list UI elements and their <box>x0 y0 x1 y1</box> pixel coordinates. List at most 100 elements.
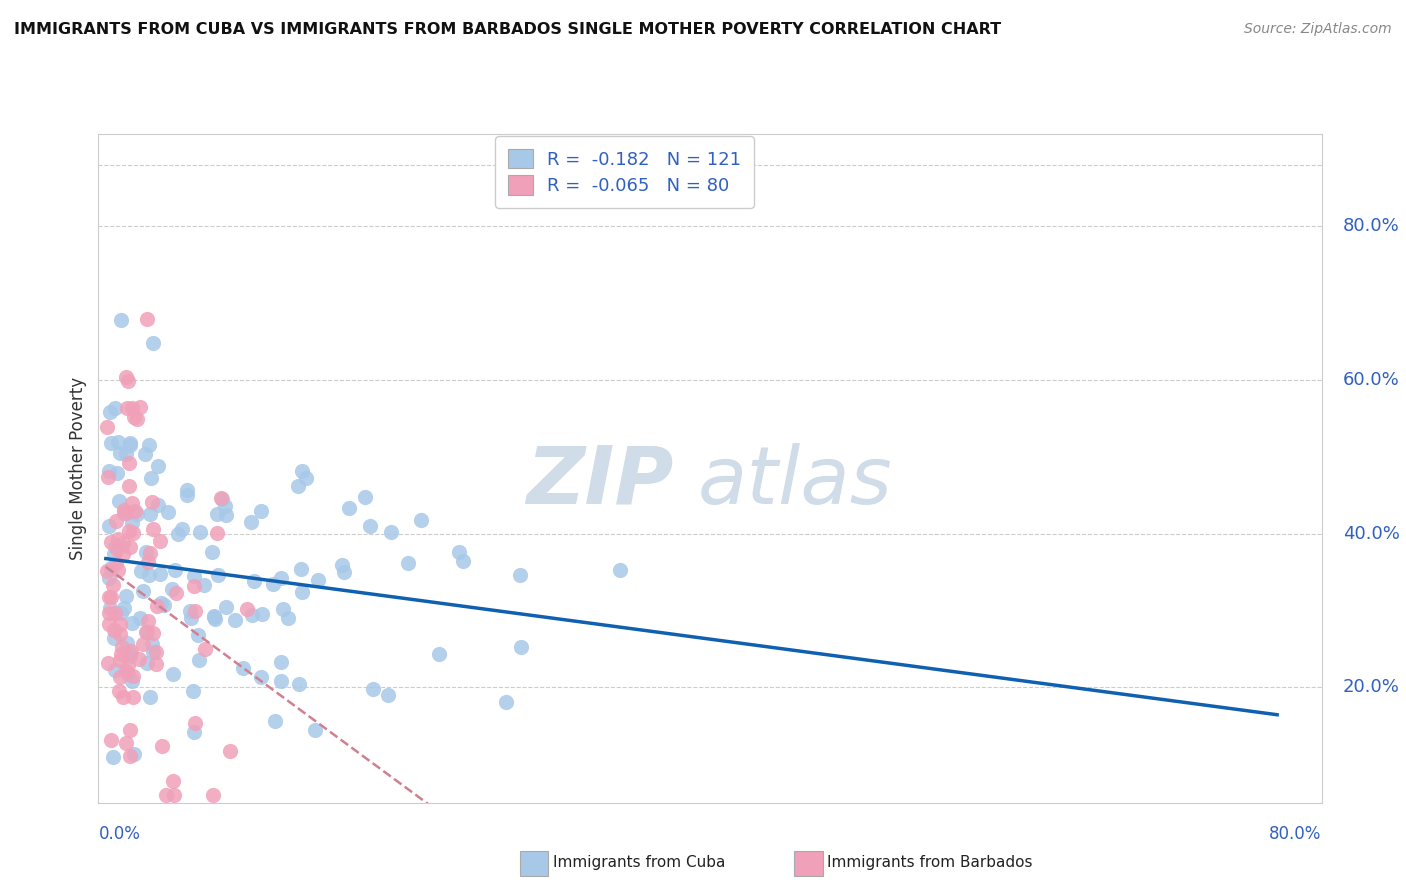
Point <box>409 513 432 527</box>
Point <box>359 518 381 533</box>
Point <box>250 504 273 518</box>
Point <box>100 436 122 450</box>
Point <box>122 690 145 705</box>
Point <box>128 401 150 415</box>
Point <box>103 631 125 645</box>
Point <box>176 488 198 502</box>
Point <box>447 544 470 558</box>
Point <box>115 664 138 678</box>
Point <box>120 646 142 660</box>
Point <box>609 563 631 577</box>
Point <box>115 589 138 603</box>
Point <box>162 667 184 681</box>
Point <box>170 522 193 536</box>
Point <box>124 504 146 518</box>
Point <box>270 655 292 669</box>
Point <box>118 435 141 450</box>
Point <box>104 606 127 620</box>
Point <box>153 598 176 612</box>
Point <box>115 636 138 650</box>
Point <box>142 626 165 640</box>
Point <box>104 401 127 415</box>
Point <box>103 624 125 638</box>
Point <box>181 684 204 698</box>
Point <box>117 456 139 470</box>
Point <box>97 616 120 631</box>
Point <box>184 604 207 618</box>
Point <box>111 640 134 654</box>
Point <box>333 566 356 580</box>
Point <box>149 533 172 548</box>
Point <box>108 683 131 698</box>
Text: Source: ZipAtlas.com: Source: ZipAtlas.com <box>1244 22 1392 37</box>
Point <box>103 578 125 592</box>
Point <box>304 723 326 737</box>
Point <box>118 540 141 554</box>
Point <box>205 507 228 521</box>
Point <box>107 541 129 556</box>
Point <box>145 645 167 659</box>
Point <box>146 599 169 614</box>
Point <box>128 652 150 666</box>
Point <box>380 524 402 539</box>
Point <box>150 739 173 753</box>
Point <box>132 637 155 651</box>
Point <box>121 615 143 630</box>
Point <box>128 611 150 625</box>
Point <box>122 669 145 683</box>
Point <box>291 465 314 479</box>
Point <box>163 788 186 802</box>
Point <box>118 648 141 663</box>
Point <box>110 313 132 327</box>
Point <box>141 637 163 651</box>
Point <box>243 574 266 588</box>
Text: ZIP: ZIP <box>526 442 673 521</box>
Point <box>112 690 135 704</box>
Point <box>111 535 134 549</box>
Point <box>97 518 120 533</box>
Point <box>110 616 132 631</box>
Point <box>98 405 121 419</box>
Point <box>115 401 138 415</box>
Point <box>118 524 141 539</box>
Point <box>97 606 120 620</box>
Point <box>287 479 309 493</box>
Point <box>110 446 132 460</box>
Point <box>139 546 162 560</box>
Point <box>290 562 312 576</box>
Point <box>114 506 136 520</box>
Point <box>353 490 375 504</box>
Point <box>107 563 129 577</box>
Text: 80.0%: 80.0% <box>1343 217 1399 235</box>
Point <box>104 663 127 677</box>
Point <box>112 503 135 517</box>
Point <box>110 647 132 661</box>
Point <box>117 657 139 672</box>
Point <box>207 567 229 582</box>
Point <box>100 534 122 549</box>
Point <box>162 773 184 788</box>
Point <box>141 495 163 509</box>
Point <box>187 628 209 642</box>
Point <box>236 602 259 616</box>
Point <box>105 467 128 481</box>
Point <box>180 611 202 625</box>
Point <box>209 491 232 505</box>
Point <box>135 656 157 670</box>
Point <box>135 312 157 326</box>
Text: 60.0%: 60.0% <box>1343 371 1399 389</box>
Point <box>104 515 127 529</box>
Point <box>183 569 205 583</box>
Text: Immigrants from Barbados: Immigrants from Barbados <box>827 855 1032 870</box>
Point <box>183 725 205 739</box>
Point <box>120 438 142 452</box>
Point <box>97 465 120 479</box>
Text: IMMIGRANTS FROM CUBA VS IMMIGRANTS FROM BARBADOS SINGLE MOTHER POVERTY CORRELATI: IMMIGRANTS FROM CUBA VS IMMIGRANTS FROM … <box>14 22 1001 37</box>
Point <box>150 596 173 610</box>
Point <box>98 600 121 615</box>
Point <box>101 749 124 764</box>
Point <box>205 525 228 540</box>
Point <box>132 583 155 598</box>
Point <box>249 670 271 684</box>
Point <box>215 508 238 522</box>
